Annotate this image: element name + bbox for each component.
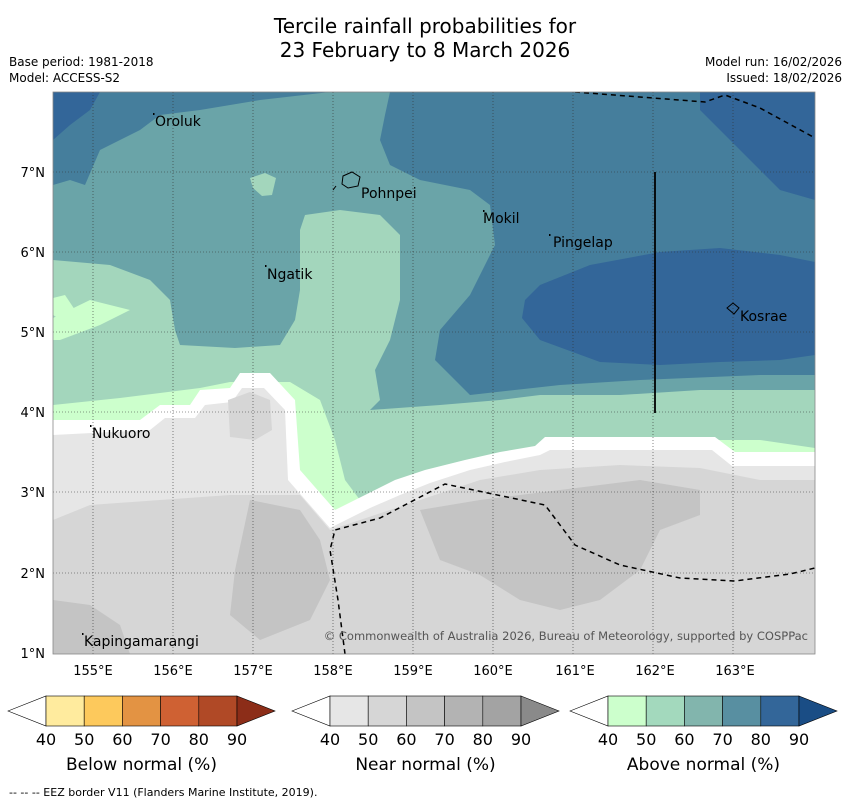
colorbar-near-segment <box>482 695 522 727</box>
lon-tick-155: 155°E <box>73 664 113 679</box>
lon-tick-163: 163°E <box>715 664 755 679</box>
colorbar-tick: 70 <box>712 730 733 749</box>
lon-tick-159: 159°E <box>393 664 433 679</box>
place-oroluk: Oroluk <box>155 114 202 130</box>
colorbar-near-label: Near normal (%) <box>355 755 496 775</box>
colorbar-tick: 80 <box>472 730 493 749</box>
place-ngatik: Ngatik <box>267 267 313 283</box>
colorbar-near-segment <box>329 695 369 727</box>
lon-tick-162: 162°E <box>635 664 675 679</box>
colorbar-below-segment <box>45 695 85 727</box>
colorbar-below-max-extend <box>236 695 276 727</box>
eez-footnote: -- -- -- EEZ border V11 (Flanders Marine… <box>9 786 318 799</box>
colorbar-tick: 80 <box>750 730 771 749</box>
lon-tick-158: 158°E <box>313 664 353 679</box>
colorbar-tick: 40 <box>319 730 341 749</box>
probability-fields: Oroluk Pohnpei Mokil Pingelap Ngatik Kos… <box>53 92 815 654</box>
colorbar-above <box>569 695 838 727</box>
place-pohnpei: Pohnpei <box>361 186 417 202</box>
place-nukuoro: Nukuoro <box>92 426 150 442</box>
colorbar-below-label: Below normal (%) <box>66 755 217 775</box>
colorbar-below-min-extend <box>7 695 47 727</box>
colorbar-below-segment <box>83 695 123 727</box>
colorbar-tick: 90 <box>788 730 810 749</box>
colorbar-tick: 60 <box>674 730 695 749</box>
colorbar-above-segment <box>645 695 685 727</box>
colorbar-tick: 70 <box>150 730 171 749</box>
lat-tick-4: 4°N <box>21 406 46 421</box>
kosrae-island-icon <box>726 302 740 315</box>
colorbar-below-segment <box>198 695 238 727</box>
colorbars <box>7 695 838 727</box>
colorbar-near-segment <box>367 695 407 727</box>
colorbar-tick: 60 <box>396 730 417 749</box>
lat-tick-2: 2°N <box>21 567 46 582</box>
copyright-notice: © Commonwealth of Australia 2026, Bureau… <box>324 629 808 643</box>
colorbar-near-min-extend <box>291 695 331 727</box>
colorbar-tick: 80 <box>188 730 209 749</box>
colorbar-tick: 50 <box>74 730 95 749</box>
colorbar-tick: 60 <box>112 730 133 749</box>
title-line-2: 23 February to 8 March 2026 <box>279 38 571 62</box>
eez-border <box>329 92 815 654</box>
colorbar-above-label: Above normal (%) <box>626 755 781 775</box>
lon-tick-160: 160°E <box>473 664 513 679</box>
place-kapingamarangi: Kapingamarangi <box>84 634 199 650</box>
place-kosrae: Kosrae <box>740 309 787 325</box>
colorbar-above-max-extend <box>798 695 838 727</box>
colorbar-tick: 70 <box>434 730 455 749</box>
colorbar-near-segment <box>406 695 445 727</box>
colorbar-near-max-extend <box>520 695 560 727</box>
pohnpei-island-icon <box>341 171 361 189</box>
model-run: Model run: 16/02/2026 <box>704 55 842 69</box>
colorbar-tick: 40 <box>597 730 619 749</box>
lon-tick-156: 156°E <box>153 664 193 679</box>
colorbar-above-segment <box>760 695 800 727</box>
lat-tick-6: 6°N <box>21 246 46 261</box>
place-pingelap: Pingelap <box>553 235 613 251</box>
colorbar-below-segment <box>160 695 200 727</box>
colorbar-tick: 50 <box>358 730 379 749</box>
colorbar-above-segment <box>722 695 762 727</box>
colorbar-above-segment <box>607 695 647 727</box>
colorbar-near-segment <box>444 695 484 727</box>
colorbar-below <box>7 695 276 727</box>
colorbar-tick: 90 <box>226 730 248 749</box>
lat-tick-7: 7°N <box>21 166 46 181</box>
issued-date: Issued: 18/02/2026 <box>726 71 842 85</box>
colorbar-tick: 50 <box>636 730 657 749</box>
colorbar-tick: 40 <box>35 730 57 749</box>
lon-tick-161: 161°E <box>555 664 595 679</box>
lon-tick-157: 157°E <box>233 664 273 679</box>
map-frame <box>52 91 816 655</box>
colorbar-below-segment <box>122 695 161 727</box>
place-mokil: Mokil <box>483 211 520 227</box>
graticule <box>53 92 815 654</box>
model-name: Model: ACCESS-S2 <box>9 71 121 85</box>
lat-tick-5: 5°N <box>21 326 46 341</box>
colorbar-near <box>291 695 560 727</box>
colorbar-above-segment <box>684 695 723 727</box>
colorbar-tick: 90 <box>510 730 532 749</box>
base-period: Base period: 1981-2018 <box>9 55 154 69</box>
lat-tick-1: 1°N <box>21 647 46 662</box>
colorbar-above-min-extend <box>569 695 609 727</box>
title-line-1: Tercile rainfall probabilities for <box>273 14 577 38</box>
lat-tick-3: 3°N <box>21 486 46 501</box>
island-dots <box>82 113 551 635</box>
